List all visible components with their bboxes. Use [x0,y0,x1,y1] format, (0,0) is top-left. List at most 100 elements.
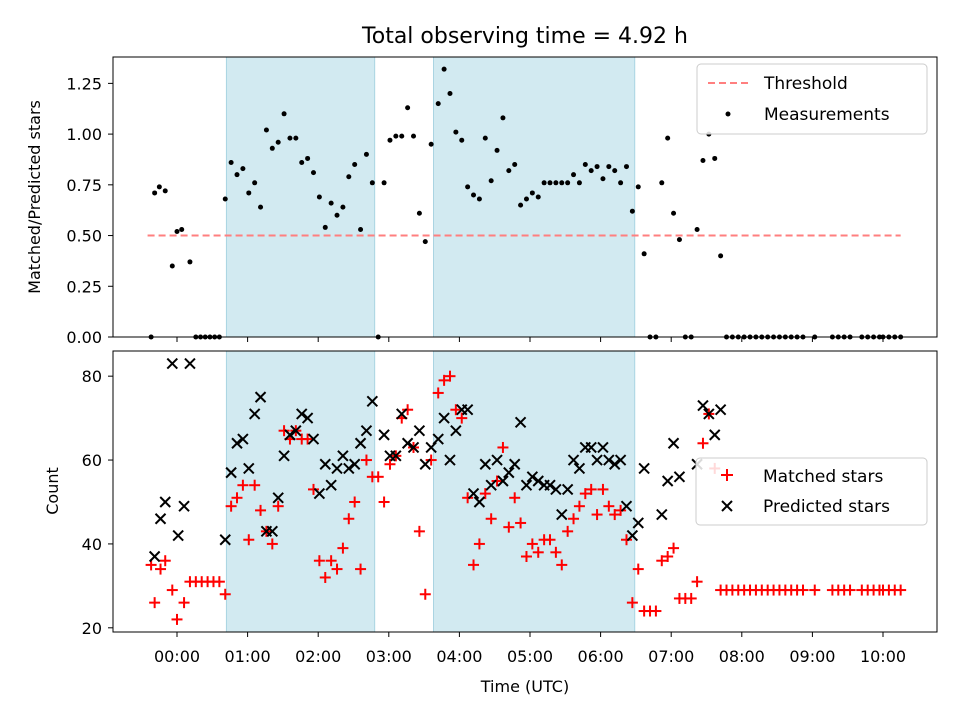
predicted-star-point [638,462,650,475]
matched-star-point [278,425,290,437]
measurement-point [512,162,518,168]
matched-star-point [526,538,538,550]
matched-star-point [468,559,480,571]
measurement-point [352,162,358,168]
x-tick-label: 02:00 [295,647,341,666]
x-tick-label: 10:00 [860,647,906,666]
predicted-star-point [503,466,515,479]
matched-star-point [485,513,497,525]
ratio-y-tick-label: 0.00 [66,328,102,347]
measurement-point [234,172,240,178]
measurement-point [275,139,281,145]
predicted-star-point [585,441,597,454]
predicted-star-point [714,404,727,416]
predicted-star-point [378,429,390,441]
count-y-tick-label: 20 [82,619,102,638]
predicted-star-point [632,517,644,529]
measurement-point [422,239,428,245]
predicted-star-point [301,412,314,424]
ratio-y-tick-label: 1.00 [66,125,102,144]
predicted-legend-label: Predicted stars [763,497,890,517]
matched-star-point [372,471,384,483]
count-y-axis-label: Count [43,467,62,515]
measurement-point [340,204,346,210]
predicted-star-point [444,454,456,466]
matched-star-point [562,525,574,537]
matched-star-point [573,500,585,512]
predicted-star-point [366,395,379,408]
matched-star-point [520,551,532,563]
measurement-point [547,180,553,186]
matched-star-point [503,521,515,533]
measurement-point [263,127,269,133]
matched-star-point [544,534,556,546]
matched-star-point [568,513,580,525]
matched-star-point [691,576,703,588]
ratio-y-axis-label: Matched/Predicted stars [25,100,44,294]
measurement-point [518,202,524,208]
measurement-point [441,66,447,72]
x-tick-label: 07:00 [648,647,694,666]
measurement-point [222,196,228,202]
matched-star-point [302,433,314,445]
measurement-point [553,180,559,186]
measurement-point [293,135,299,141]
predicted-star-point [661,475,674,487]
matched-star-point [166,584,178,596]
measurement-point [506,168,512,174]
measurement-point [559,180,565,186]
measurement-point [393,133,399,139]
measurement-point [258,204,264,210]
matched-legend-swatch [721,469,733,481]
measurement-point [334,212,340,218]
measurement-point [358,226,364,232]
predicted-star-point [485,479,497,491]
predicted-star-point [614,454,627,466]
predicted-star-point [567,454,580,466]
measurement-point [594,164,600,170]
measurement-point [428,141,434,147]
matched-star-point [402,404,414,416]
ratio-y-tick-label: 1.25 [66,74,102,93]
measurement-point [387,137,393,143]
matched-star-point [444,370,456,382]
count-y-tick-label: 80 [82,367,102,386]
matched-star-point [450,404,462,416]
measurement-point [576,180,582,186]
matched-star-point [479,488,491,500]
measurement-point [228,160,234,166]
matched-star-point [650,605,662,617]
matched-star-point [343,513,355,525]
predicted-star-point [172,529,184,542]
measurement-point [718,253,724,259]
matched-star-point [603,500,615,512]
measurement-point [712,155,718,161]
measurement-point [571,172,577,178]
x-tick-label: 06:00 [578,647,624,666]
count-legend: Matched stars Predicted stars [695,457,928,526]
measurement-point [240,166,246,172]
predicted-star-point [432,433,444,445]
measurement-point [635,184,641,190]
measurement-point [623,164,629,170]
predicted-star-point [159,496,171,508]
predicted-star-point [526,471,539,483]
matched-star-point [515,517,527,529]
ratio-y-tick-label: 0.50 [66,227,102,246]
matched-star-point [349,496,361,508]
matched-star-point [360,454,372,466]
count-y-tick-label: 40 [82,535,102,554]
x-axis-label: Time (UTC) [480,677,569,696]
measurement-point [465,184,471,190]
measurement-point [152,190,158,196]
matched-star-point [668,542,680,554]
matched-star-point [532,546,544,558]
predicted-star-point [290,424,302,437]
measurement-point [435,101,441,107]
matched-star-point [171,613,183,625]
predicted-star-point [248,408,261,420]
predicted-star-point [573,462,586,475]
predicted-star-point [673,471,686,483]
predicted-star-point [508,458,521,470]
matched-star-point [149,597,161,609]
